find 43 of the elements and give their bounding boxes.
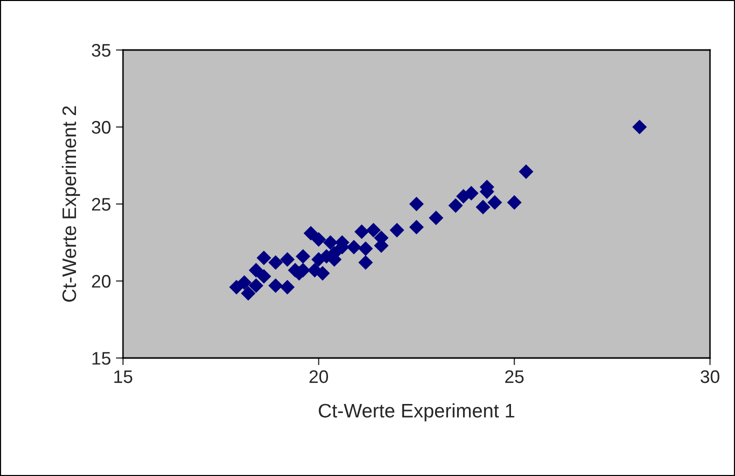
point xyxy=(448,198,463,213)
point xyxy=(409,220,424,234)
y-tick-label: 15 xyxy=(92,352,110,365)
point xyxy=(518,164,534,179)
point xyxy=(280,280,295,294)
point xyxy=(315,266,330,281)
point xyxy=(428,210,444,226)
y-tick-label: 35 xyxy=(92,44,110,57)
point xyxy=(366,222,381,238)
point xyxy=(487,195,502,210)
point xyxy=(390,222,404,238)
point xyxy=(248,278,264,293)
point xyxy=(476,200,490,214)
y-tick-label: 25 xyxy=(92,198,110,211)
point xyxy=(323,235,338,250)
point xyxy=(311,252,326,267)
point xyxy=(464,186,479,201)
x-tick-label: 25 xyxy=(505,370,524,384)
x-tick-label: 20 xyxy=(310,370,328,384)
point xyxy=(632,120,647,134)
point xyxy=(409,196,424,212)
point xyxy=(507,195,522,210)
y-tick-label: 30 xyxy=(92,120,110,134)
y-tick-label: 20 xyxy=(92,274,110,288)
point xyxy=(256,269,272,284)
point xyxy=(268,255,283,270)
point xyxy=(268,278,283,293)
x-axis-title: Ct-Werte Experiment 1 xyxy=(318,403,514,422)
point xyxy=(248,262,264,278)
point xyxy=(354,224,369,240)
point xyxy=(346,240,362,254)
x-tick-label: 15 xyxy=(114,370,132,384)
point xyxy=(311,232,326,247)
y-axis-title: Ct-Werte Experiment 2 xyxy=(62,106,80,302)
point xyxy=(296,249,310,264)
point xyxy=(237,275,252,290)
point xyxy=(358,241,373,256)
point xyxy=(240,286,256,301)
point xyxy=(256,250,272,266)
point xyxy=(280,252,295,267)
point xyxy=(304,226,318,241)
x-tick-label: 30 xyxy=(700,370,720,384)
point xyxy=(358,255,373,270)
